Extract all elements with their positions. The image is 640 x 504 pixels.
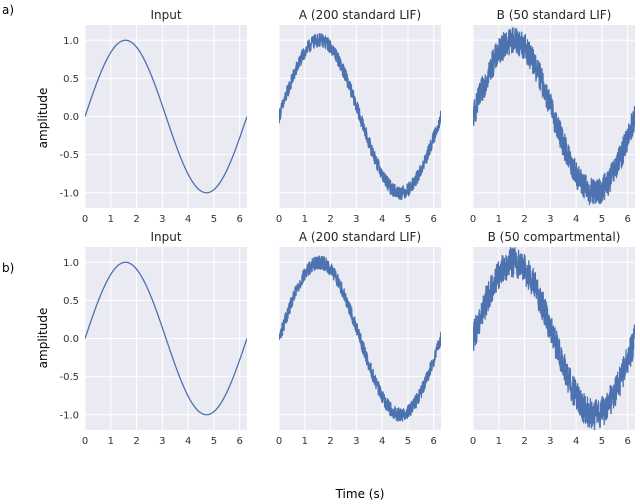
- ylabel-row-a: amplitude: [36, 88, 50, 149]
- ylabel-row-b: amplitude: [36, 308, 50, 369]
- x-tick-label: 6: [237, 214, 243, 225]
- series-line: [85, 39, 247, 194]
- y-tick-label: -0.5: [59, 150, 79, 161]
- x-tick-label: 3: [547, 214, 553, 225]
- x-tick-label: 1: [108, 436, 114, 447]
- panel-b-2: 0 1 2 3 4 5 6 A (200 standard LIF): [276, 230, 441, 447]
- x-tick-label: 2: [133, 436, 139, 447]
- y-tick-label: 1.0: [63, 36, 79, 47]
- x-tick-label: 3: [353, 214, 359, 225]
- y-tick-label: 0.0: [63, 112, 79, 123]
- series-line: [279, 255, 441, 422]
- y-tick-label: 0.0: [63, 334, 79, 345]
- x-tick-label: 1: [496, 436, 502, 447]
- panel-a-1: 0 1 2 3 4 5 6 1.0 0.5 0.0 -0.5 -1.0 Input: [59, 8, 247, 225]
- x-tick-label: 0: [82, 214, 88, 225]
- row-label-a: a): [2, 3, 14, 17]
- x-tick-label: 4: [185, 214, 191, 225]
- x-tick-label: 0: [470, 436, 476, 447]
- x-tick-label: 5: [405, 436, 411, 447]
- y-tick-label: 0.5: [63, 74, 79, 85]
- y-tick-label: 0.5: [63, 296, 79, 307]
- x-tick-label: 6: [625, 214, 631, 225]
- x-tick-label: 6: [431, 436, 437, 447]
- x-tick-label: 0: [470, 214, 476, 225]
- x-tick-label: 3: [159, 214, 165, 225]
- panel-a-3: 0 1 2 3 4 5 6 B (50 standard LIF): [470, 8, 635, 225]
- xlabel: Time (s): [335, 487, 385, 501]
- x-tick-label: 4: [379, 436, 385, 447]
- row-label-b: b): [2, 261, 14, 275]
- x-tick-label: 5: [599, 436, 605, 447]
- panel-title: Input: [150, 8, 181, 22]
- x-tick-label: 3: [159, 436, 165, 447]
- x-tick-label: 0: [276, 214, 282, 225]
- x-tick-label: 2: [327, 436, 333, 447]
- x-tick-label: 1: [496, 214, 502, 225]
- panel-title: A (200 standard LIF): [299, 230, 421, 244]
- x-tick-label: 0: [276, 436, 282, 447]
- y-tick-label: -1.0: [59, 410, 79, 421]
- series-line: [279, 33, 441, 201]
- x-tick-label: 4: [185, 436, 191, 447]
- y-tick-label: -1.0: [59, 188, 79, 199]
- y-tick-label: -0.5: [59, 372, 79, 383]
- panel-title: B (50 compartmental): [488, 230, 621, 244]
- x-tick-label: 2: [327, 214, 333, 225]
- x-tick-label: 4: [573, 436, 579, 447]
- x-tick-label: 2: [521, 436, 527, 447]
- x-tick-label: 1: [108, 214, 114, 225]
- panels: 0 1 2 3 4 5 6 1.0 0.5 0.0 -0.5 -1.0 Input 0 1 2 3 4 5 6 A (2…: [59, 8, 635, 447]
- x-tick-label: 5: [211, 436, 217, 447]
- series-line: [85, 261, 247, 416]
- x-tick-label: 3: [353, 436, 359, 447]
- x-tick-label: 6: [431, 214, 437, 225]
- x-tick-label: 5: [405, 214, 411, 225]
- x-tick-label: 5: [211, 214, 217, 225]
- y-tick-label: 1.0: [63, 258, 79, 269]
- panel-title: Input: [150, 230, 181, 244]
- x-tick-label: 1: [302, 214, 308, 225]
- series-line: [473, 27, 635, 206]
- x-tick-label: 3: [547, 436, 553, 447]
- panel-b-3: 0 1 2 3 4 5 6 B (50 compartmental): [470, 230, 635, 447]
- x-tick-label: 6: [237, 436, 243, 447]
- x-tick-label: 2: [133, 214, 139, 225]
- panel-title: A (200 standard LIF): [299, 8, 421, 22]
- x-tick-label: 5: [599, 214, 605, 225]
- x-tick-label: 1: [302, 436, 308, 447]
- panel-a-2: 0 1 2 3 4 5 6 A (200 standard LIF): [276, 8, 441, 225]
- series-line: [473, 247, 635, 430]
- x-tick-label: 4: [573, 214, 579, 225]
- x-tick-label: 0: [82, 436, 88, 447]
- panel-title: B (50 standard LIF): [497, 8, 612, 22]
- x-tick-label: 6: [625, 436, 631, 447]
- x-tick-label: 2: [521, 214, 527, 225]
- x-tick-label: 4: [379, 214, 385, 225]
- panel-b-1: 0 1 2 3 4 5 6 1.0 0.5 0.0 -0.5 -1.0 Input: [59, 230, 247, 447]
